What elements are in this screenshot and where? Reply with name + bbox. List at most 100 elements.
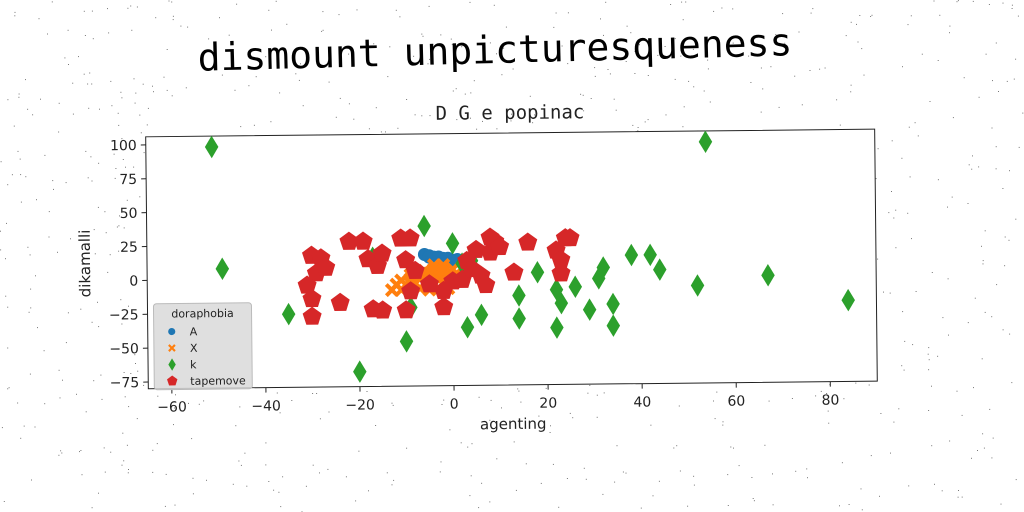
noise-speck (153, 91, 154, 93)
data-point (215, 257, 230, 281)
noise-speck (81, 474, 83, 476)
noise-speck (392, 404, 394, 406)
noise-speck (62, 379, 63, 381)
data-point (353, 360, 367, 383)
data-point (690, 274, 705, 297)
noise-speck (534, 114, 535, 116)
data-point (422, 250, 436, 264)
noise-speck (680, 55, 682, 57)
noise-speck (582, 94, 584, 96)
noise-speck (951, 196, 953, 198)
noise-speck (232, 483, 234, 485)
noise-speck (470, 92, 472, 94)
legend-marker (167, 375, 178, 386)
noise-speck (752, 498, 754, 499)
noise-speck (517, 388, 519, 390)
noise-speck (120, 299, 122, 301)
noise-speck (173, 424, 174, 426)
noise-speck (29, 373, 31, 375)
noise-speck (496, 458, 498, 460)
noise-speck (143, 152, 145, 154)
noise-speck (972, 0, 974, 2)
noise-speck (625, 61, 627, 62)
noise-speck (732, 8, 734, 10)
noise-speck (681, 1, 683, 3)
noise-speck (879, 495, 880, 497)
x-tick-label: 0 (450, 397, 459, 413)
noise-speck (679, 470, 681, 472)
noise-speck (130, 373, 132, 374)
noise-speck (549, 432, 551, 433)
y-tick-label: −50 (109, 341, 139, 357)
noise-speck (135, 92, 137, 94)
noise-speck (59, 397, 61, 399)
legend-label: tapemove (190, 374, 246, 388)
noise-speck (5, 295, 7, 297)
noise-speck (824, 67, 826, 69)
noise-speck (19, 158, 21, 160)
noise-speck (567, 12, 569, 14)
data-point (302, 306, 322, 325)
data-point (504, 262, 524, 281)
noise-speck (552, 463, 554, 465)
noise-speck (427, 63, 429, 65)
noise-speck (140, 132, 142, 134)
noise-speck (238, 460, 240, 462)
noise-speck (907, 24, 909, 26)
noise-speck (794, 75, 796, 77)
noise-speck (265, 464, 267, 466)
noise-speck (134, 102, 136, 104)
noise-speck (674, 38, 676, 40)
noise-speck (665, 114, 667, 116)
noise-speck (870, 455, 872, 457)
noise-speck (20, 201, 22, 203)
noise-speck (265, 442, 267, 444)
noise-speck (510, 120, 512, 122)
noise-speck (104, 211, 106, 213)
noise-speck (273, 489, 275, 491)
noise-speck (515, 489, 517, 491)
noise-speck (135, 363, 136, 364)
noise-speck (594, 75, 596, 77)
noise-speck (130, 5, 132, 7)
noise-speck (319, 472, 320, 474)
noise-speck (234, 89, 236, 91)
noise-speck (120, 91, 122, 93)
noise-speck (107, 271, 109, 273)
noise-speck (20, 437, 22, 439)
noise-speck (585, 478, 587, 480)
noise-speck (300, 63, 301, 65)
noise-speck (175, 394, 176, 396)
noise-speck (992, 80, 993, 82)
noise-speck (52, 180, 54, 182)
legend-label: A (190, 325, 198, 338)
noise-speck (94, 253, 96, 255)
noise-speck (888, 212, 890, 214)
noise-speck (978, 166, 980, 168)
noise-speck (44, 154, 46, 156)
noise-speck (791, 398, 793, 399)
noise-speck (131, 29, 133, 31)
noise-speck (23, 425, 25, 427)
noise-speck (27, 246, 29, 248)
noise-speck (540, 482, 542, 484)
noise-speck (128, 469, 129, 470)
noise-speck (952, 117, 954, 119)
noise-speck (312, 464, 314, 466)
noise-speck (478, 396, 480, 398)
noise-speck (839, 505, 840, 507)
data-point (302, 288, 322, 308)
noise-speck (511, 113, 512, 115)
noise-speck (870, 16, 872, 17)
noise-speck (596, 394, 598, 396)
noise-speck (174, 504, 176, 506)
data-point (698, 130, 713, 154)
noise-speck (101, 398, 103, 400)
data-point (373, 300, 393, 319)
noise-speck (51, 1, 53, 3)
series-tapemove (297, 227, 580, 325)
noise-speck (644, 121, 646, 123)
noise-speck (27, 108, 29, 110)
noise-speck (84, 35, 86, 36)
